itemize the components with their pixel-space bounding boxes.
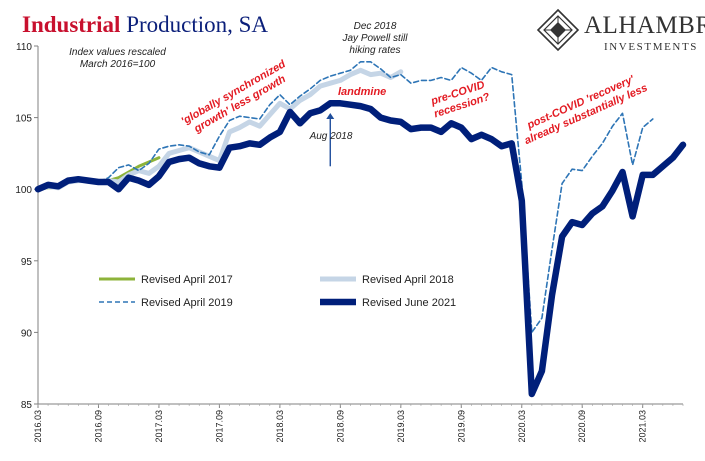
- y-tick-label: 85: [21, 400, 33, 411]
- diamond-icon: [536, 8, 580, 52]
- legend-label-3: Revised April 2019: [141, 297, 233, 309]
- landmine-annotation: landmine: [338, 86, 387, 98]
- logo-name: ALHAMBRA: [584, 12, 705, 39]
- y-tick-label: 110: [16, 42, 32, 53]
- chart-title-highlight: Industrial: [22, 12, 121, 37]
- dec-2018-note-line1: Dec 2018: [353, 21, 397, 32]
- legend-label-4: Revised June 2021: [362, 297, 456, 309]
- x-tick-label: 2020.09: [577, 410, 587, 443]
- dec-2018-note: Dec 2018 Jay Powell still hiking rates: [325, 21, 425, 57]
- x-tick-label: 2018.03: [275, 410, 285, 443]
- index-note-line2: March 2016=100: [79, 59, 156, 70]
- alhambra-logo: ALHAMBRA INVESTMENTS: [536, 8, 705, 54]
- dec-2018-note-line2: Jay Powell still: [342, 33, 408, 44]
- y-tick-label: 100: [15, 185, 32, 196]
- x-tick-label: 2016.09: [93, 410, 103, 443]
- y-tick-label: 95: [21, 257, 33, 268]
- y-tick-label: 90: [21, 328, 33, 339]
- x-tick-label: 2019.09: [456, 410, 466, 443]
- legend-label-1: Revised April 2017: [141, 274, 233, 286]
- x-tick-label: 2020.03: [517, 410, 527, 443]
- index-note: Index values rescaled March 2016=100: [60, 47, 175, 71]
- x-tick-label: 2021.03: [638, 410, 648, 443]
- index-note-line1: Index values rescaled: [69, 47, 166, 58]
- logo-subtitle: INVESTMENTS: [604, 41, 698, 53]
- aug-2018-arrowhead: [326, 113, 335, 120]
- legend-label-2: Revised April 2018: [362, 274, 454, 286]
- chart-title-rest: Production, SA: [126, 12, 269, 37]
- x-tick-label: 2019.03: [396, 410, 406, 443]
- series-line-3: [37, 60, 654, 334]
- aug-2018-note: Aug 2018: [309, 131, 353, 142]
- x-tick-label: 2016.03: [33, 410, 43, 443]
- dec-2018-note-line3: hiking rates: [349, 45, 401, 56]
- series-line-4: [34, 100, 687, 398]
- y-tick-label: 105: [15, 114, 32, 125]
- x-tick-label: 2017.09: [214, 410, 224, 443]
- x-tick-label: 2018.09: [335, 410, 345, 443]
- x-tick-label: 2017.03: [154, 410, 164, 443]
- chart-title: Industrial Production, SA: [22, 12, 268, 38]
